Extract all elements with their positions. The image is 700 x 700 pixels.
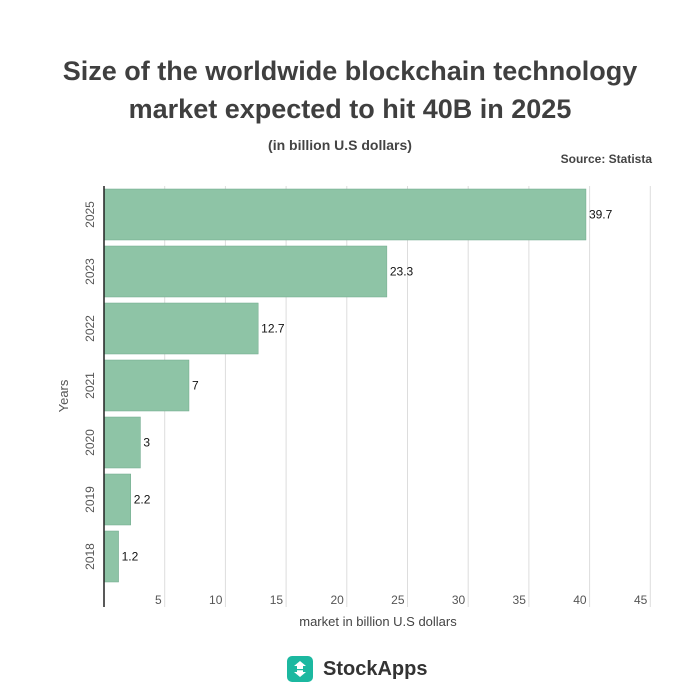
chart-title: Size of the worldwide blockchain technol… [40,52,660,128]
data-label: 7 [192,379,199,393]
y-category-label: 2019 [83,486,97,513]
bar [103,416,141,469]
y-category-label: 2018 [83,543,97,570]
x-tick-label: 45 [634,593,648,607]
x-tick-label: 35 [513,593,527,607]
data-label: 39.7 [589,208,613,222]
bar [103,473,131,526]
chart-title-line-1: Size of the worldwide blockchain technol… [62,56,638,86]
x-tick-label: 10 [209,593,223,607]
brand-footer: StockApps [287,656,427,682]
x-axis-title: market in billion U.S dollars [299,614,457,629]
x-tick-label: 40 [573,593,587,607]
data-label: 1.2 [122,550,139,564]
bar [103,530,119,583]
x-tick-label: 20 [330,593,344,607]
brand-name: StockApps [323,657,428,680]
bar-chart: 5 10 15 20 25 30 35 40 4539.7202523.3202312.7202… [56,186,651,629]
y-category-label: 2025 [83,201,97,228]
chart-title-line-2: market expected to hit 40B in 2025 [128,94,572,124]
stockapps-logo-icon [287,656,313,682]
data-label: 3 [143,436,150,450]
x-tick-label: 30 [452,593,466,607]
source-note: Source: Statista [560,152,652,166]
y-category-label: 2022 [83,315,97,342]
bar [103,245,388,298]
x-tick-label: 25 [391,593,405,607]
x-tick-label: 15 [270,593,284,607]
data-label: 12.7 [261,322,285,336]
data-label: 23.3 [390,265,414,279]
chart-subtitle: (in billion U.S dollars) [268,137,412,153]
bar [103,302,259,355]
y-category-label: 2021 [83,372,97,399]
y-category-label: 2020 [83,429,97,456]
bar [103,188,587,241]
x-tick-label: 5 [155,593,162,607]
y-axis-title: Years [56,379,71,412]
data-label: 2.2 [134,493,151,507]
bar [103,359,190,412]
y-category-label: 2023 [83,258,97,285]
